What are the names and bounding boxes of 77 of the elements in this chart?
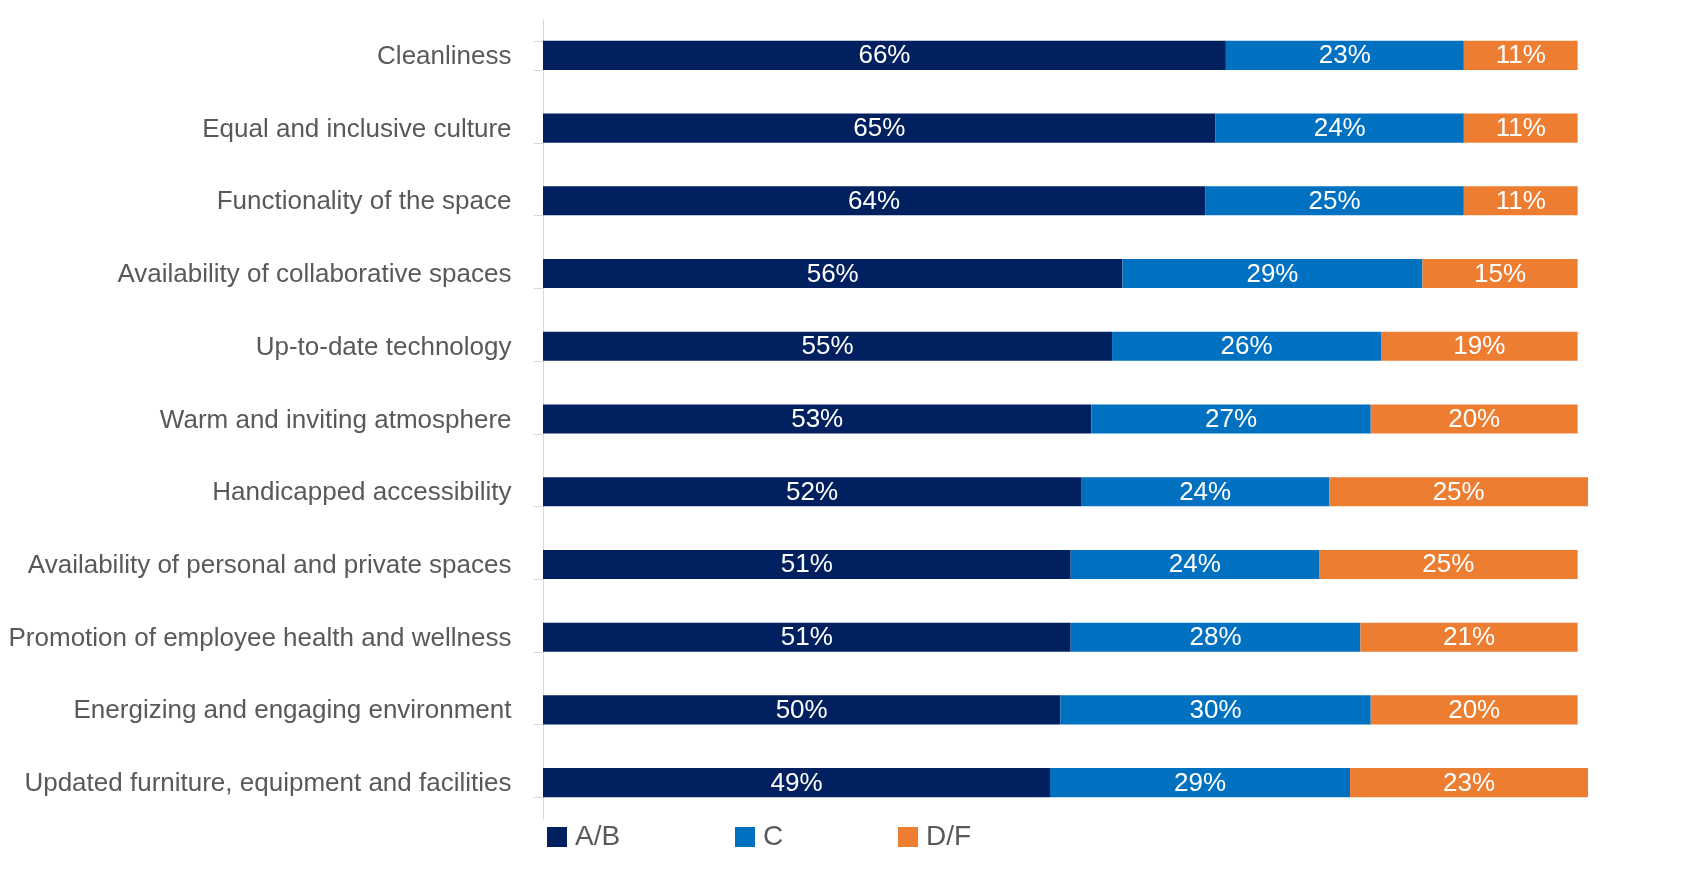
- bar: [1091, 404, 1371, 434]
- y-tick-label: Cleanliness: [377, 39, 512, 70]
- data-label: 26%: [1220, 330, 1273, 361]
- data-label: 20%: [1448, 403, 1501, 433]
- bar: [1215, 113, 1464, 143]
- bar: [1329, 477, 1588, 507]
- y-tick-label: Up-to-date technology: [255, 330, 512, 361]
- y-tick-label: Updated furniture, equipment and facilities: [24, 767, 512, 798]
- bar: [1370, 404, 1578, 434]
- bar: [543, 186, 1206, 216]
- data-label: 11%: [1495, 184, 1546, 215]
- bar: [1112, 331, 1382, 361]
- data-label: 66%: [858, 39, 911, 70]
- y-tick-label: Warm and inviting atmosphere: [159, 403, 512, 434]
- data-label: 11%: [1495, 112, 1546, 143]
- bar: [1070, 549, 1319, 579]
- data-label: 20%: [1448, 693, 1501, 724]
- y-tick-label: Availability of collaborative spaces: [117, 258, 512, 289]
- data-label: 50%: [775, 693, 828, 724]
- data-label: 65%: [853, 112, 906, 143]
- data-label: 27%: [1205, 403, 1258, 433]
- data-label: 56%: [806, 257, 859, 288]
- bar: [1381, 331, 1578, 361]
- bar: [1225, 40, 1464, 70]
- bar: [1070, 622, 1361, 652]
- data-label: 24%: [1313, 112, 1366, 143]
- data-label: 19%: [1453, 330, 1506, 361]
- data-label: 15%: [1474, 257, 1527, 288]
- data-label: 51%: [780, 621, 833, 652]
- data-label: 28%: [1189, 621, 1242, 652]
- bar: [543, 477, 1082, 507]
- data-label: 53%: [791, 403, 844, 433]
- bar: [1422, 259, 1578, 289]
- bar: [1060, 695, 1371, 725]
- legend-label: C: [763, 820, 784, 851]
- data-label: 29%: [1173, 766, 1227, 797]
- data-label: 55%: [801, 330, 854, 361]
- data-label: 29%: [1246, 257, 1299, 288]
- y-tick-label: Functionality of the space: [216, 185, 512, 216]
- y-tick-label: Equal and inclusive culture: [202, 112, 512, 143]
- bar: [1205, 186, 1464, 216]
- data-label: 23%: [1442, 766, 1496, 797]
- bar: [1360, 622, 1578, 652]
- bar: [543, 622, 1071, 652]
- y-tick-label: Availability of personal and private spaces: [27, 548, 512, 579]
- legend-label: A/B: [575, 820, 621, 851]
- bar: [543, 695, 1061, 725]
- bar: [543, 404, 1092, 434]
- bar: [543, 40, 1226, 70]
- data-label: 51%: [780, 548, 833, 579]
- y-tick-label: Energizing and engaging environment: [73, 694, 513, 725]
- data-label: 25%: [1308, 184, 1361, 215]
- data-label: 25%: [1422, 548, 1475, 579]
- bar: [1318, 549, 1578, 579]
- bar: [543, 259, 1123, 289]
- y-tick-label: Handicapped accessibility: [212, 476, 512, 507]
- legend-label: D/F: [926, 820, 972, 851]
- data-label: 49%: [770, 766, 823, 797]
- bar: [543, 331, 1113, 361]
- bar: [1122, 259, 1423, 289]
- data-label: 24%: [1179, 475, 1232, 506]
- y-tick-label: Promotion of employee health and wellness: [8, 621, 512, 652]
- bar: [1081, 477, 1330, 507]
- bar: [1049, 768, 1351, 798]
- bar: [1350, 768, 1588, 798]
- bar: [1370, 695, 1578, 725]
- data-label: 52%: [785, 475, 839, 506]
- data-label: 21%: [1442, 621, 1496, 652]
- data-label: 30%: [1189, 693, 1242, 724]
- bar: [543, 113, 1216, 143]
- bar: [543, 549, 1071, 579]
- data-label: 23%: [1318, 39, 1371, 70]
- data-label: 24%: [1168, 548, 1221, 579]
- bar: [543, 768, 1050, 798]
- data-label: 64%: [848, 184, 901, 215]
- data-label: 11%: [1495, 39, 1546, 70]
- data-label: 25%: [1432, 475, 1485, 506]
